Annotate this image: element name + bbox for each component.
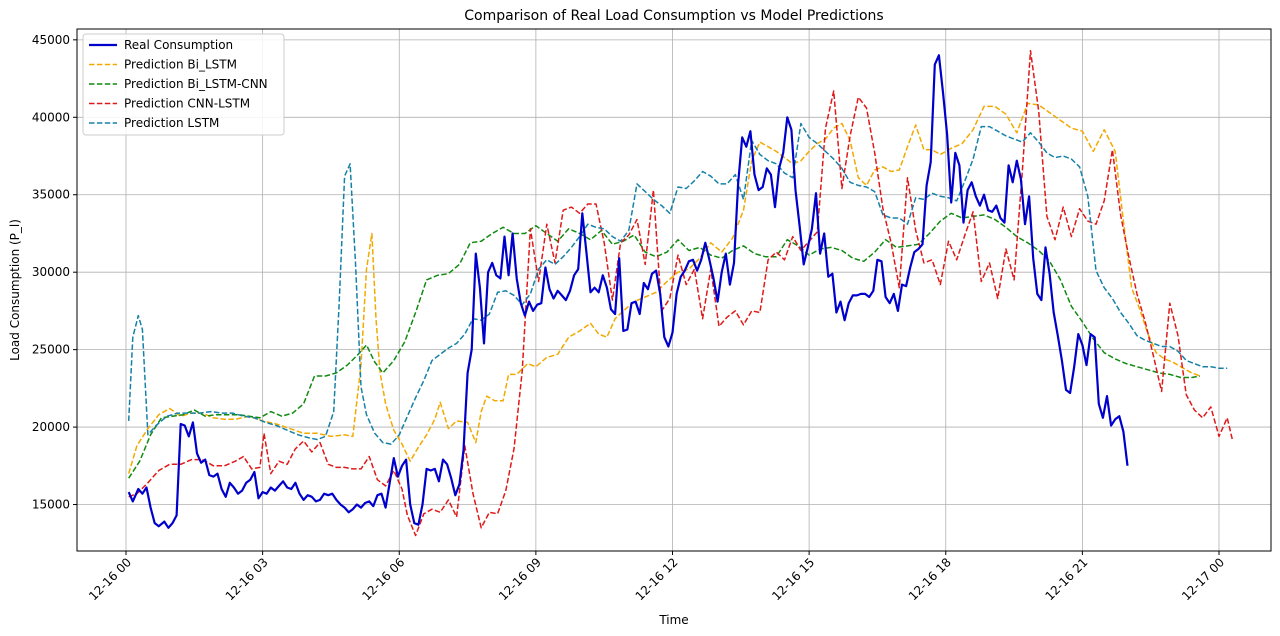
y-tick-label: 35000 xyxy=(32,188,70,202)
legend-box xyxy=(82,33,285,136)
plot-frame xyxy=(76,28,1272,552)
series-lines xyxy=(127,49,1234,537)
y-tick-label: 40000 xyxy=(32,110,70,124)
y-axis-ticks: 15000 20000 25000 30000 35000 40000 45000 xyxy=(32,33,77,512)
y-tick-label: 30000 xyxy=(32,265,70,279)
y-tick-label: 45000 xyxy=(32,33,70,47)
chart-title: Comparison of Real Load Consumption vs M… xyxy=(464,8,883,24)
legend-label: Prediction Bi_LSTM xyxy=(124,58,237,72)
series-line-real-consumption xyxy=(127,54,1129,529)
series-line-prediction-cnn-lstm xyxy=(128,49,1234,537)
y-tick-label: 25000 xyxy=(32,343,70,357)
grid-lines xyxy=(77,29,1271,551)
y-axis-title: Load Consumption (P_l) xyxy=(8,219,22,361)
legend-label: Real Consumption xyxy=(124,38,233,52)
y-tick-label: 20000 xyxy=(32,420,70,434)
legend-label: Prediction CNN-LSTM xyxy=(124,97,250,111)
series-line-prediction-bi-lstm-cnn xyxy=(128,212,1201,479)
series-line-prediction-bi-lstm xyxy=(127,102,1201,474)
legend-label: Prediction Bi_LSTM-CNN xyxy=(124,77,268,91)
y-tick-label: 15000 xyxy=(32,498,70,512)
series-line-prediction-lstm xyxy=(127,122,1228,445)
legend: Real Consumption Prediction Bi_LSTM Predic… xyxy=(82,33,285,136)
legend-label: Prediction LSTM xyxy=(124,116,219,130)
x-axis-title: Time xyxy=(658,613,688,627)
